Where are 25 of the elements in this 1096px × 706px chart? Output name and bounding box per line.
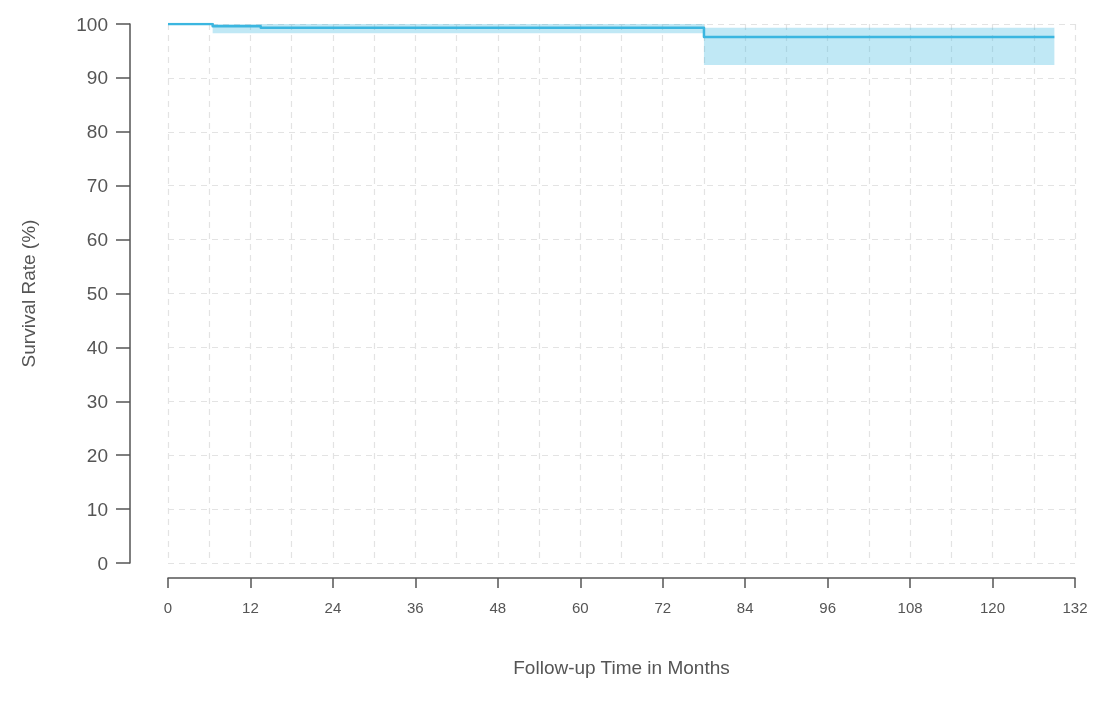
y-axis-title: Survival Rate (%)	[18, 219, 39, 368]
x-tick-label: 36	[407, 599, 424, 616]
x-tick-label: 48	[489, 599, 507, 616]
x-tick-label: 12	[242, 599, 259, 616]
x-tick-label: 72	[654, 599, 672, 616]
y-tick-label: 20	[86, 444, 108, 466]
y-tick-label: 100	[76, 13, 108, 35]
y-tick-label: 10	[86, 498, 108, 520]
x-tick-label: 96	[819, 599, 836, 616]
x-tick-label: 108	[897, 599, 923, 616]
y-tick-label: 60	[86, 229, 108, 251]
x-tick-label: 120	[980, 599, 1006, 616]
x-tick-label: 24	[324, 599, 342, 616]
y-tick-label: 30	[86, 390, 108, 412]
y-tick-label: 80	[86, 121, 108, 143]
x-tick-label: 0	[163, 599, 173, 616]
x-tick-label: 84	[736, 599, 754, 616]
x-tick-label: 132	[1062, 599, 1088, 616]
y-tick-label: 40	[86, 336, 108, 358]
y-tick-label: 90	[86, 67, 108, 89]
y-tick-label: 50	[86, 283, 108, 304]
y-tick-label: 70	[86, 175, 108, 197]
x-axis-title: Follow-up Time in Months	[513, 657, 730, 678]
x-tick-label: 60	[571, 599, 589, 616]
y-tick-label: 0	[97, 552, 108, 574]
